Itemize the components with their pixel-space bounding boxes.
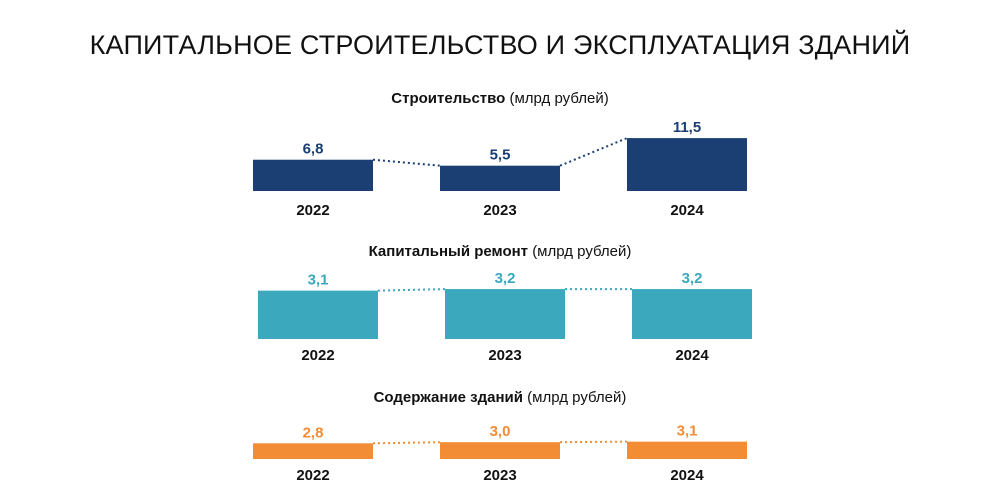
chart-title-unit: (млрд рублей) <box>509 90 609 107</box>
x-tick-label: 2022 <box>296 467 329 484</box>
data-label: 3,2 <box>682 270 703 287</box>
x-tick-label: 2023 <box>483 467 516 484</box>
bar-building-maintenance-2024 <box>627 441 747 459</box>
bar-construction-2023 <box>440 165 560 191</box>
bar-building-maintenance-2022 <box>253 443 373 459</box>
x-tick-label: 2022 <box>296 202 329 219</box>
bar-construction-2024 <box>627 138 747 191</box>
x-tick-label: 2024 <box>670 202 704 219</box>
data-label: 6,8 <box>303 141 324 158</box>
connector-line <box>559 137 628 167</box>
bar-chart-building-maintenance: 2,8 2022 3,0 2023 3,1 2024 <box>253 423 747 484</box>
chart-title-building-maintenance: Содержание зданий (млрд рублей) <box>0 389 1000 406</box>
connector-line <box>372 441 441 445</box>
bar-capital-repair-2023 <box>445 289 565 339</box>
chart-title-unit: (млрд рублей) <box>527 389 627 406</box>
chart-title-main: Строительство <box>391 90 506 107</box>
data-label: 5,5 <box>490 147 511 164</box>
data-label: 11,5 <box>673 119 701 136</box>
chart-title-construction: Строительство (млрд рублей) <box>0 90 1000 107</box>
chart-title-main: Содержание зданий <box>373 389 523 406</box>
connector-line <box>372 158 441 167</box>
data-label: 3,0 <box>490 423 511 440</box>
data-label: 3,1 <box>308 272 329 289</box>
x-tick-label: 2023 <box>483 202 516 219</box>
data-label: 3,1 <box>677 423 698 440</box>
x-tick-label: 2024 <box>670 467 704 484</box>
connector-line <box>377 288 446 292</box>
bar-capital-repair-2024 <box>632 289 752 339</box>
chart-title-unit: (млрд рублей) <box>532 243 632 260</box>
bar-chart-capital-repair: 3,1 2022 3,2 2023 3,2 2024 <box>258 270 752 364</box>
data-label: 3,2 <box>495 270 516 287</box>
bar-chart-construction: 6,8 2022 5,5 2023 11,5 2024 <box>253 119 747 219</box>
data-label: 2,8 <box>303 424 324 441</box>
bar-construction-2022 <box>253 159 373 191</box>
chart-title-main: Капитальный ремонт <box>368 243 529 260</box>
bar-building-maintenance-2023 <box>440 442 560 459</box>
chart-title-capital-repair: Капитальный ремонт (млрд рублей) <box>0 243 1000 260</box>
connector-line <box>559 440 628 444</box>
page-title: КАПИТАЛЬНОЕ СТРОИТЕЛЬСТВО И ЭКСПЛУАТАЦИЯ… <box>89 30 911 60</box>
x-tick-label: 2022 <box>301 347 334 364</box>
x-tick-label: 2023 <box>488 347 521 364</box>
x-tick-label: 2024 <box>675 347 709 364</box>
bar-capital-repair-2022 <box>258 290 378 339</box>
